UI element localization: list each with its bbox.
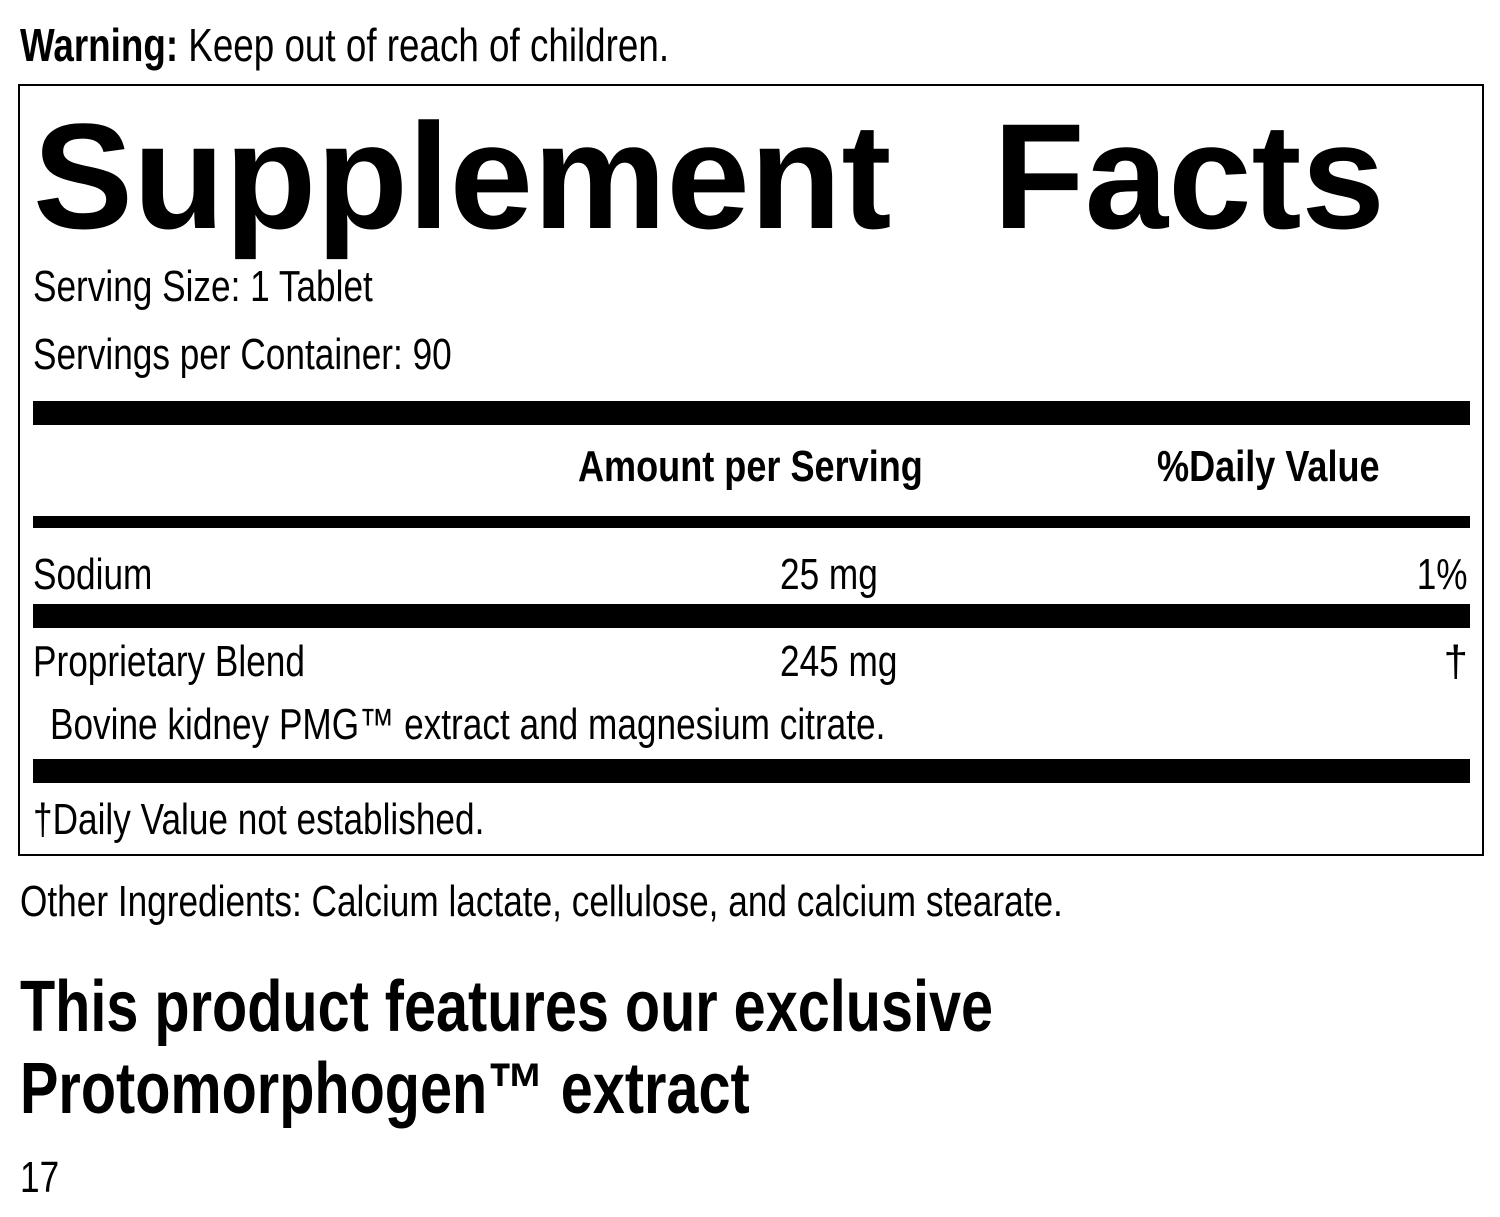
row-blend-amount: 245 mg <box>780 637 898 686</box>
warning-text: Keep out of reach of children. <box>178 19 670 71</box>
row-sodium-amount: 25 mg <box>780 550 878 599</box>
other-ingredients: Other Ingredients: Calcium lactate, cell… <box>20 877 1063 926</box>
amount-header: Amount per Serving <box>578 442 923 491</box>
footnote: †Daily Value not established. <box>33 795 485 844</box>
row-sodium-dv: 1% <box>1417 550 1468 599</box>
panel-title: Supplement Facts <box>33 92 1385 260</box>
serving-size: Serving Size: 1 Tablet <box>33 262 373 311</box>
servings-per-container: Servings per Container: 90 <box>33 330 452 379</box>
row-blend-detail: Bovine kidney PMG™ extract and magnesium… <box>50 700 886 749</box>
feature-line-1: This product features our exclusive <box>20 967 994 1047</box>
row-sodium-name: Sodium <box>33 550 153 599</box>
thick-divider <box>33 401 1470 425</box>
warning: Warning: Keep out of reach of children. <box>20 18 831 72</box>
thick-divider <box>33 604 1470 628</box>
divider <box>33 516 1470 528</box>
thick-divider <box>33 759 1470 783</box>
warning-label: Warning: <box>20 19 179 71</box>
row-blend-dv: † <box>1443 637 1468 686</box>
row-blend-name: Proprietary Blend <box>33 637 305 686</box>
supplement-facts-panel <box>18 84 1484 856</box>
feature-line-2: Protomorphogen™ extract <box>20 1049 750 1129</box>
daily-value-header: %Daily Value <box>1157 442 1380 491</box>
page-number: 17 <box>20 1153 60 1202</box>
